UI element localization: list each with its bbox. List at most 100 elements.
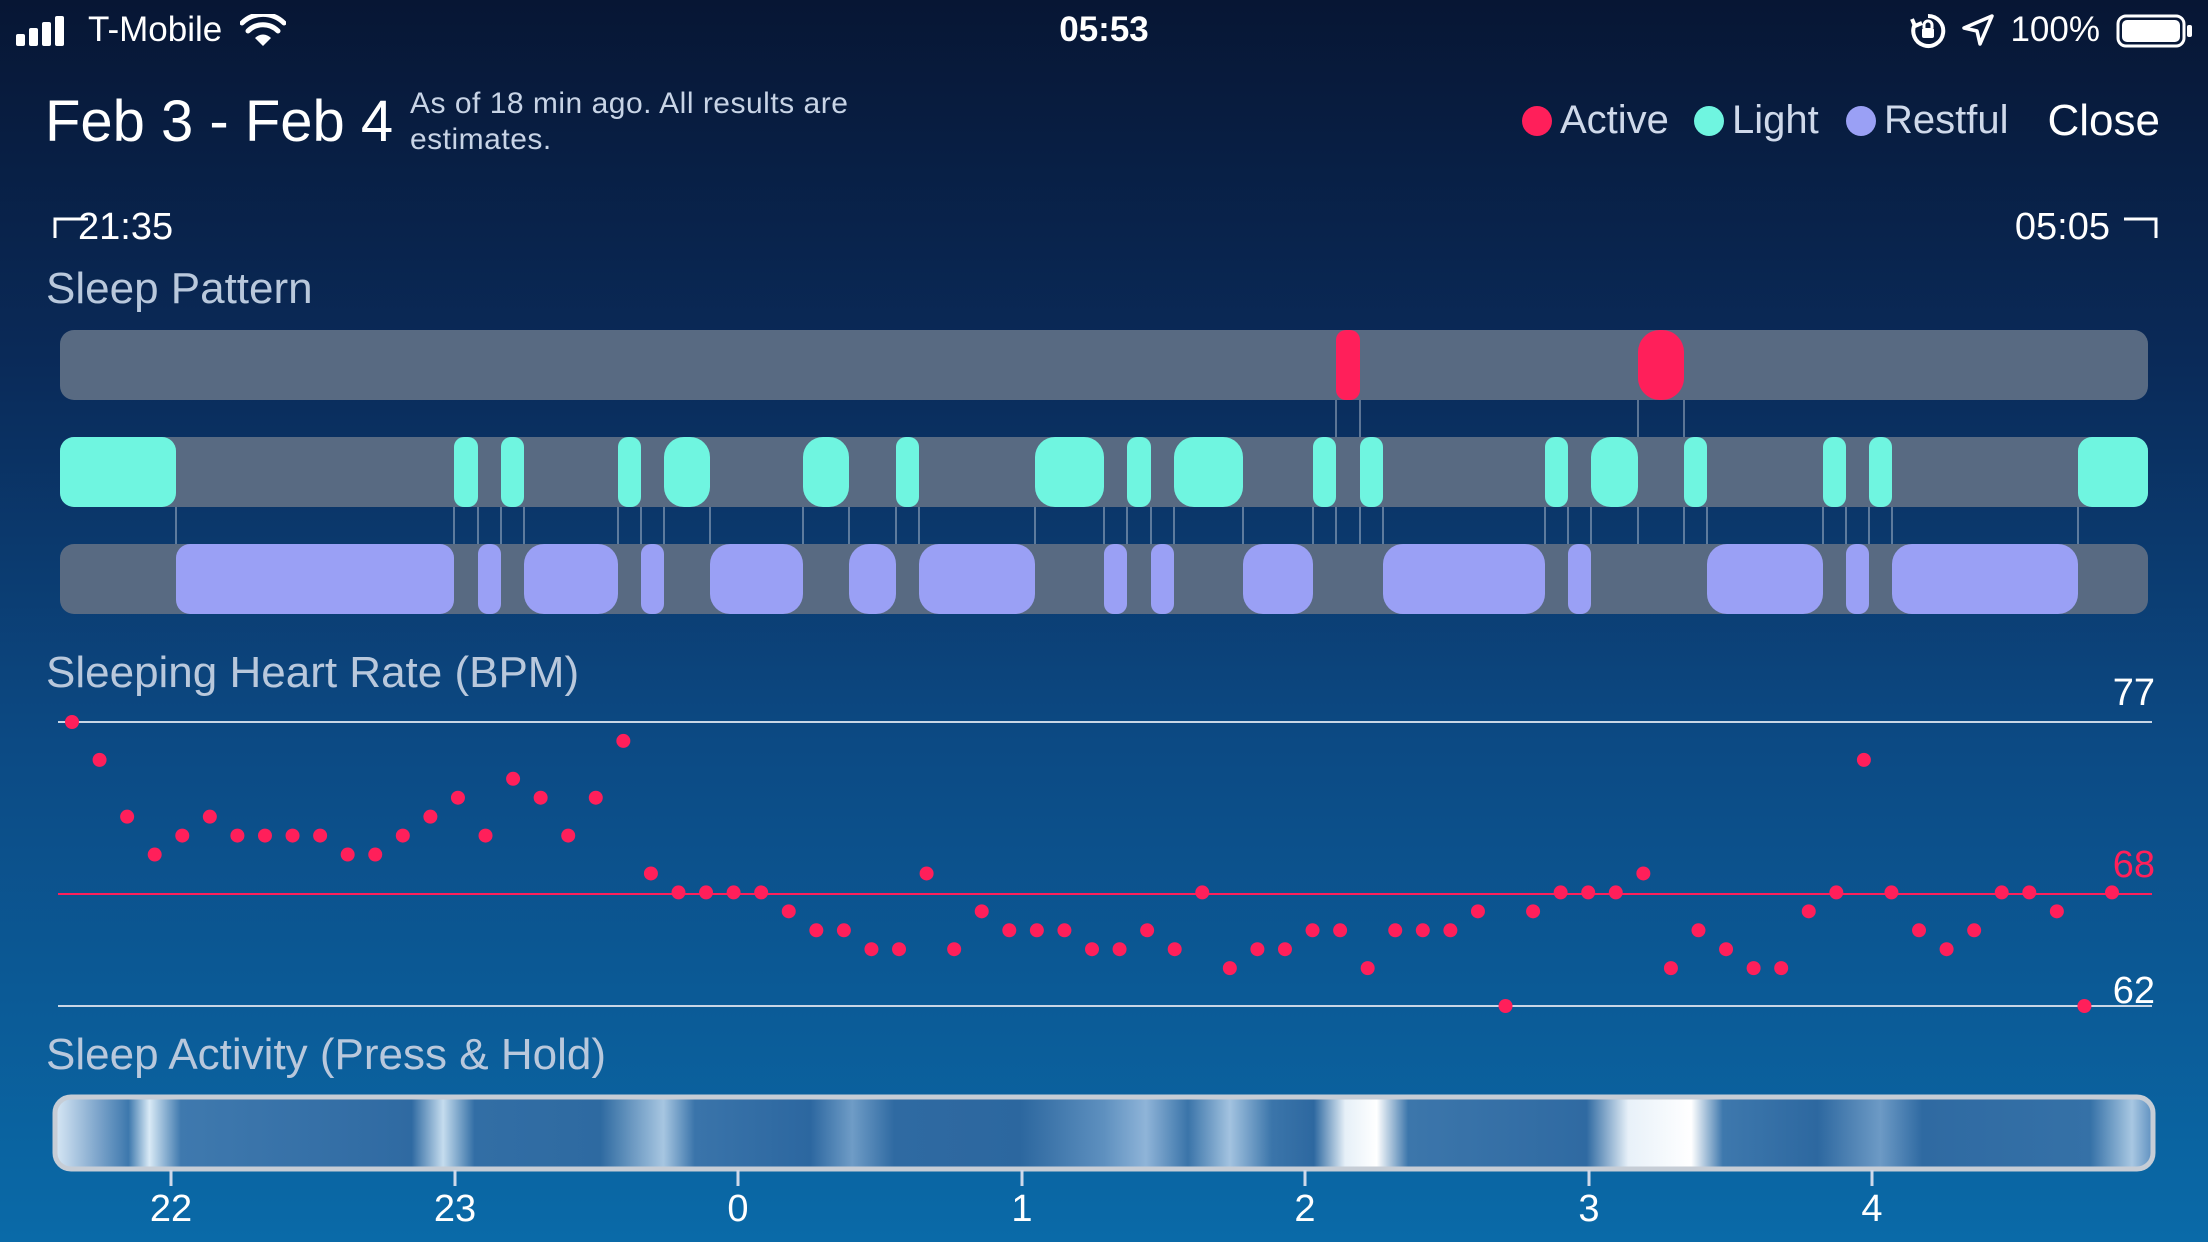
heart-rate-point — [864, 942, 879, 957]
heart-rate-point — [1608, 885, 1623, 900]
wifi-icon — [240, 14, 286, 46]
legend-label: Restful — [1884, 98, 2009, 142]
restful-dot-icon — [1846, 105, 1876, 136]
battery-icon — [2116, 14, 2192, 48]
x-axis-ticks — [169, 1170, 1874, 1186]
heart-rate-point — [1333, 923, 1348, 938]
heart-rate-point — [147, 847, 162, 862]
sleep-activity-bar[interactable] — [52, 1094, 2156, 1172]
heart-rate-point — [1305, 923, 1320, 938]
x-tick-label: 22 — [149, 1188, 193, 1230]
heart-rate-point — [1470, 904, 1485, 919]
heart-rate-point — [92, 752, 107, 767]
heart-rate-point — [1774, 961, 1789, 976]
range-start-time: 21:35 — [78, 206, 174, 248]
x-tick-label: 23 — [433, 1188, 477, 1230]
heart-rate-point — [1801, 904, 1816, 919]
heart-rate-point — [2077, 999, 2092, 1013]
heart-rate-point — [1167, 942, 1182, 957]
heart-rate-point — [1967, 923, 1982, 938]
status-bar: T-Mobile 05:53 100% — [0, 0, 2208, 62]
heart-rate-title: Sleeping Heart Rate (BPM) — [46, 648, 580, 697]
x-tick-label: 4 — [1861, 1188, 1883, 1230]
heart-rate-point — [2049, 904, 2064, 919]
heart-rate-point — [1057, 923, 1072, 938]
heart-rate-point — [1360, 961, 1375, 976]
range-end-bracket-icon — [2124, 217, 2158, 238]
heart-rate-point — [2105, 885, 2119, 900]
orientation-lock-icon — [1910, 13, 1946, 48]
heart-rate-point — [561, 828, 576, 843]
heart-rate-point — [1498, 999, 1513, 1013]
heart-rate-point — [1636, 866, 1651, 881]
restful-segments — [176, 544, 2078, 614]
heart-rate-point — [285, 828, 300, 843]
heart-rate-point — [1002, 923, 1017, 938]
heart-rate-point — [1140, 923, 1155, 938]
heart-rate-point — [368, 847, 383, 862]
heart-rate-point — [726, 885, 741, 900]
heart-rate-point — [1250, 942, 1265, 957]
heart-rate-point — [1195, 885, 1210, 900]
heart-rate-point — [1994, 885, 2009, 900]
heart-rate-point — [450, 790, 465, 805]
sleep-pattern-chart[interactable] — [0, 320, 2208, 620]
heart-rate-point — [395, 828, 410, 843]
range-end-time: 05:05 — [2014, 206, 2110, 248]
heart-rate-point — [1553, 885, 1568, 900]
heart-rate-point — [1829, 885, 1844, 900]
signal-icon — [16, 16, 64, 46]
legend-label: Light — [1732, 98, 1819, 142]
x-tick-label: 2 — [1294, 1188, 1316, 1230]
heart-rate-point — [1085, 942, 1099, 957]
range-start-bracket-icon — [53, 217, 88, 238]
heart-rate-point — [478, 828, 493, 843]
heart-rate-point — [423, 809, 438, 824]
carrier-label: T-Mobile — [88, 10, 223, 49]
x-tick-label: 1 — [1011, 1188, 1033, 1230]
heart-rate-point — [1581, 885, 1596, 900]
heart-rate-point — [1526, 904, 1541, 919]
x-tick-label: 0 — [727, 1188, 749, 1230]
heart-rate-point — [313, 828, 328, 843]
light-segments — [60, 437, 2148, 507]
heart-rate-point — [1856, 752, 1871, 767]
active-segments — [1336, 330, 1684, 400]
heart-rate-point — [202, 809, 217, 824]
heart-rate-point — [947, 942, 962, 957]
heart-rate-point — [1443, 923, 1458, 938]
heart-rate-chart[interactable] — [0, 700, 2208, 1020]
heart-rate-point — [533, 790, 548, 805]
heart-rate-point — [1939, 942, 1954, 957]
heart-rate-point — [699, 885, 714, 900]
heart-rate-max-label: 77 — [2112, 672, 2155, 714]
heart-rate-point — [919, 866, 934, 881]
heart-rate-point — [588, 790, 603, 805]
heart-rate-point — [671, 885, 686, 900]
x-tick-label: 3 — [1578, 1188, 1600, 1230]
legend-restful: Restful — [1846, 98, 2009, 143]
stage-connectors — [175, 390, 2079, 545]
heart-rate-point — [1746, 961, 1761, 976]
heart-rate-avg-label: 68 — [2112, 844, 2155, 886]
heart-rate-point — [175, 828, 190, 843]
sleep-pattern-title[interactable]: Sleep Pattern — [46, 264, 313, 313]
heart-rate-point — [1719, 942, 1734, 957]
heart-rate-point — [65, 715, 79, 729]
heart-rate-point — [781, 904, 796, 919]
heart-rate-point — [257, 828, 272, 843]
heart-rate-point — [1691, 923, 1706, 938]
heart-rate-point — [1112, 942, 1127, 957]
sleep-activity-title: Sleep Activity (Press & Hold) — [46, 1030, 606, 1079]
heart-rate-point — [1029, 923, 1044, 938]
close-button[interactable]: Close — [2047, 96, 2161, 145]
heart-rate-point — [1388, 923, 1403, 938]
legend-light: Light — [1694, 98, 1819, 143]
page-title: Feb 3 - Feb 4 — [45, 89, 394, 154]
heart-rate-point — [340, 847, 355, 862]
location-icon — [1962, 14, 1994, 46]
legend-active: Active — [1522, 98, 1669, 143]
heart-rate-point — [836, 923, 851, 938]
heart-rate-point — [643, 866, 658, 881]
heart-rate-point — [1222, 961, 1237, 976]
